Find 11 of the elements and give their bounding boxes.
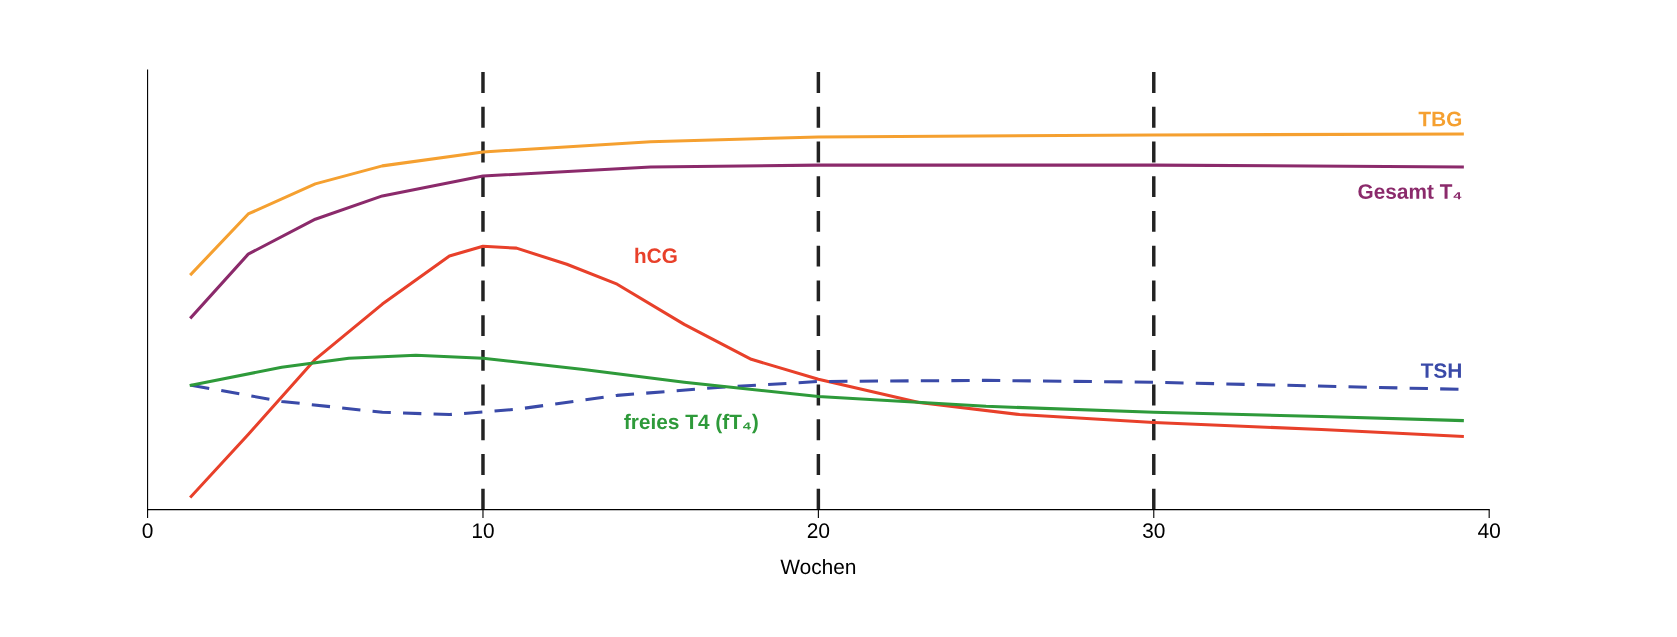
x-tick-label: 10 xyxy=(472,523,494,539)
series-label: TBG xyxy=(1418,111,1462,127)
series-label: Gesamt T₄ xyxy=(1358,184,1462,200)
series-label: freies T4 (fT₄) xyxy=(624,413,758,434)
x-tick-label: 20 xyxy=(807,523,830,539)
x-tick-label: 0 xyxy=(142,523,153,539)
x-tick-label: 40 xyxy=(1478,523,1500,539)
x-axis-title: Wochen xyxy=(780,558,856,575)
series-label: hCG xyxy=(635,247,677,264)
series-label: TSH xyxy=(1420,363,1461,379)
x-tick-label: 30 xyxy=(1142,523,1165,539)
